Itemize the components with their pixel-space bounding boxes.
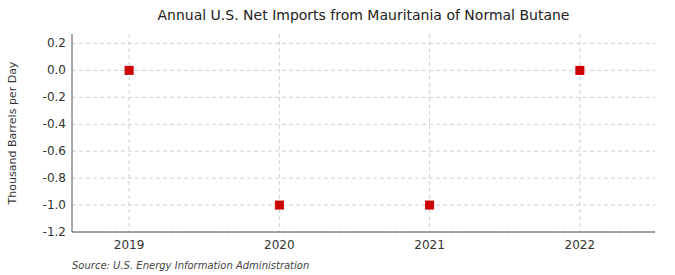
title: Annual U.S. Net Imports from Mauritania …	[158, 7, 570, 23]
y-grid-line	[72, 97, 655, 98]
grid	[72, 34, 655, 232]
markers	[125, 66, 584, 209]
y-tick-label: -1.0	[43, 198, 66, 212]
x-tick-label: 2021	[414, 238, 445, 252]
y-grid-line	[72, 178, 655, 179]
y-grid-line	[72, 232, 655, 233]
x-tick-label: 2020	[264, 238, 295, 252]
y-tick-label: -1.2	[43, 225, 66, 239]
y-tick-label: -0.4	[43, 117, 66, 131]
point	[426, 201, 434, 209]
x-grid-line	[129, 34, 130, 232]
y-grid-line	[72, 43, 655, 44]
y-grid-line	[72, 205, 655, 206]
x-tick-label: 2019	[114, 238, 145, 252]
y-grid-line	[72, 70, 655, 71]
x-tick-label: 2022	[565, 238, 596, 252]
y-tick-label: 0.2	[47, 36, 66, 50]
y-axis-label: Thousand Barrels per Day	[6, 61, 19, 205]
y-tick-label: -0.6	[43, 144, 66, 158]
x-grid-line	[579, 34, 580, 232]
y-tick-label: -0.2	[43, 90, 66, 104]
point	[576, 66, 584, 74]
y-tick-label: 0.0	[47, 63, 66, 77]
point	[275, 201, 283, 209]
y-grid-line	[72, 124, 655, 125]
point	[125, 66, 133, 74]
y-grid-line	[72, 151, 655, 152]
y-axis-line	[72, 34, 73, 232]
source-note: Source: U.S. Energy Information Administ…	[72, 260, 309, 271]
x-axis-line	[72, 232, 655, 233]
chart: Annual U.S. Net Imports from Mauritania …	[0, 0, 675, 275]
y-tick-label: -0.8	[43, 171, 66, 185]
